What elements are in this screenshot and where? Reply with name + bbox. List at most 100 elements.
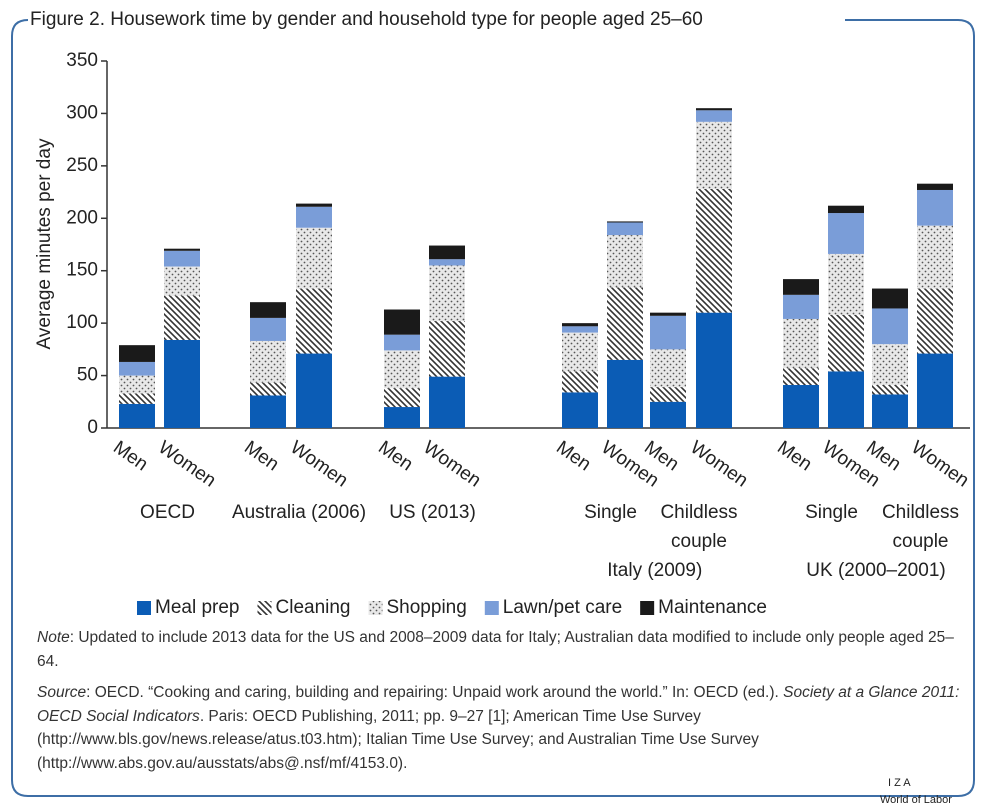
bar-segment (696, 188, 732, 313)
bar-segment (119, 393, 155, 404)
bar-segment (696, 110, 732, 122)
logo: World of Labor (880, 794, 952, 804)
bar-segment (164, 248, 200, 251)
bar-segment (828, 213, 864, 254)
bar-segment (828, 314, 864, 372)
legend-swatch (484, 601, 499, 615)
subgroup-label: Childless couple (881, 502, 960, 552)
source-text: : OECD. “Cooking and caring, building an… (86, 684, 784, 701)
bar-segment (164, 295, 200, 340)
legend-swatch (137, 601, 151, 615)
bar-segment (429, 259, 465, 266)
bar-segment (296, 206, 332, 228)
bar-segment (250, 395, 286, 428)
bar-segment (429, 265, 465, 322)
bar-segment (696, 312, 732, 428)
bar-segment (384, 334, 420, 351)
x-tick-label: Men (552, 437, 594, 475)
bar-segment (562, 326, 598, 333)
x-tick-label: Women (686, 437, 751, 492)
bar-segment (119, 345, 155, 362)
x-tick-label: Women (154, 437, 219, 492)
bar-segment (164, 339, 200, 428)
logo: I Z A (888, 777, 911, 789)
bar-segment (607, 222, 643, 236)
bar-segment (872, 385, 908, 395)
group-label: Australia (2006) (231, 502, 367, 523)
chart-title: Figure 2. Housework time by gender and h… (30, 9, 703, 30)
bar-segment (650, 349, 686, 388)
bar-segment (250, 382, 286, 396)
legend-label: Lawn/pet care (503, 597, 622, 618)
group-label: US (2013) (389, 502, 476, 523)
bar-segment (429, 245, 465, 260)
bar-segment (917, 353, 953, 428)
y-tick-label: 150 (66, 260, 98, 281)
group-label: Italy (2009) (607, 560, 703, 581)
x-tick-label: Women (286, 437, 351, 492)
y-tick-label: 0 (87, 417, 98, 438)
bar-segment (828, 253, 864, 315)
frame (11, 19, 975, 797)
bar-segment (783, 318, 819, 369)
legend-swatch (640, 601, 655, 615)
source-text: Source (37, 684, 87, 701)
y-axis-label: Average minutes per day (34, 138, 55, 349)
x-tick-label: Men (773, 437, 815, 475)
legend-label: Cleaning (276, 597, 351, 618)
bar-segment (607, 287, 643, 360)
bar-segment (917, 288, 953, 354)
bar-segment (562, 392, 598, 428)
bar-segment (650, 387, 686, 402)
legend-swatch (257, 601, 272, 615)
bar-segment (296, 288, 332, 354)
subgroup-label: Childless couple (660, 502, 738, 552)
bar-segment (783, 294, 819, 319)
bar-segment (783, 368, 819, 386)
group-label: OECD (140, 502, 195, 523)
bar-segment (872, 308, 908, 345)
bar-segment (917, 183, 953, 190)
bar-segment (607, 221, 643, 223)
x-tick-label: Men (374, 437, 416, 475)
source-text: . Paris: OECD Publishing, 2011; pp. 9–27… (37, 707, 759, 772)
y-tick-label: 200 (66, 207, 98, 228)
bar-segment (296, 203, 332, 207)
bar-segment (119, 375, 155, 394)
bar-segment (828, 371, 864, 428)
x-tick-label: Men (240, 437, 282, 475)
bar-segment (119, 403, 155, 428)
x-tick-label: Men (109, 437, 151, 475)
note: Note: Updated to include 2013 data for t… (37, 626, 962, 673)
bar-segment (562, 323, 598, 327)
source: Source: OECD. “Cooking and caring, build… (37, 681, 962, 775)
bar-segment (164, 250, 200, 267)
bar-segment (607, 235, 643, 288)
bar-segment (164, 266, 200, 296)
y-tick-label: 300 (66, 102, 98, 123)
bar-segment (650, 401, 686, 428)
note-text: : Updated to include 2013 data for the U… (37, 629, 954, 670)
legend-label: Meal prep (155, 597, 240, 618)
bar-segment (650, 312, 686, 316)
bar-segment (696, 108, 732, 111)
bar-segment (917, 189, 953, 226)
bar-segment (696, 121, 732, 189)
legend-swatch (368, 601, 383, 615)
bar-segment (872, 344, 908, 386)
y-tick-label: 350 (66, 50, 98, 71)
y-tick-label: 100 (66, 312, 98, 333)
bar-segment (607, 359, 643, 428)
x-tick-label: Women (907, 437, 972, 492)
y-tick-label: 50 (77, 365, 98, 386)
legend-label: Shopping (387, 597, 467, 618)
group-label: UK (2000–2001) (806, 560, 946, 581)
bar-segment (119, 361, 155, 376)
bar-segment (429, 321, 465, 377)
bar-segment (783, 385, 819, 428)
bar-segment (828, 205, 864, 214)
bar-segment (296, 353, 332, 428)
x-tick-label: Women (419, 437, 484, 492)
